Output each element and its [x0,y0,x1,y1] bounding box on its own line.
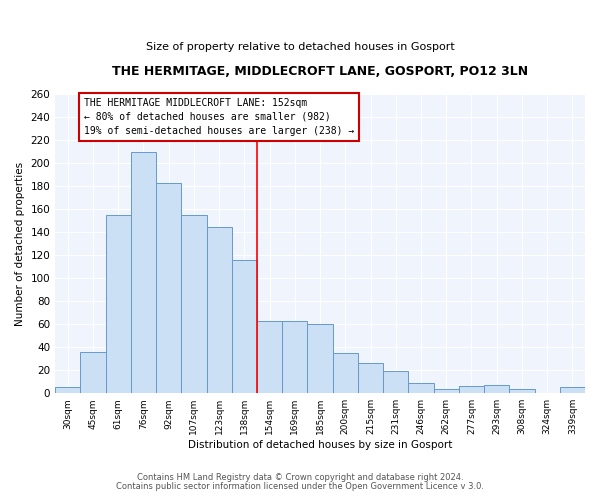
Bar [332,353,358,393]
Bar [509,388,535,393]
Bar [257,321,282,393]
Bar [358,364,383,393]
Bar [232,260,257,393]
Text: Size of property relative to detached houses in Gosport: Size of property relative to detached ho… [146,42,454,52]
Bar [409,383,434,393]
Bar [459,386,484,393]
Bar [106,215,131,393]
Text: THE HERMITAGE MIDDLECROFT LANE: 152sqm
← 80% of detached houses are smaller (982: THE HERMITAGE MIDDLECROFT LANE: 152sqm ←… [84,98,355,136]
Bar [560,388,585,393]
Bar [307,324,332,393]
Bar [131,152,156,393]
Bar [55,388,80,393]
X-axis label: Distribution of detached houses by size in Gosport: Distribution of detached houses by size … [188,440,452,450]
Text: Contains HM Land Registry data © Crown copyright and database right 2024.: Contains HM Land Registry data © Crown c… [137,474,463,482]
Bar [156,183,181,393]
Title: THE HERMITAGE, MIDDLECROFT LANE, GOSPORT, PO12 3LN: THE HERMITAGE, MIDDLECROFT LANE, GOSPORT… [112,65,528,78]
Bar [383,372,409,393]
Bar [484,385,509,393]
Bar [282,321,307,393]
Bar [80,352,106,393]
Y-axis label: Number of detached properties: Number of detached properties [15,162,25,326]
Bar [434,388,459,393]
Bar [181,215,206,393]
Text: Contains public sector information licensed under the Open Government Licence v : Contains public sector information licen… [116,482,484,491]
Bar [206,226,232,393]
